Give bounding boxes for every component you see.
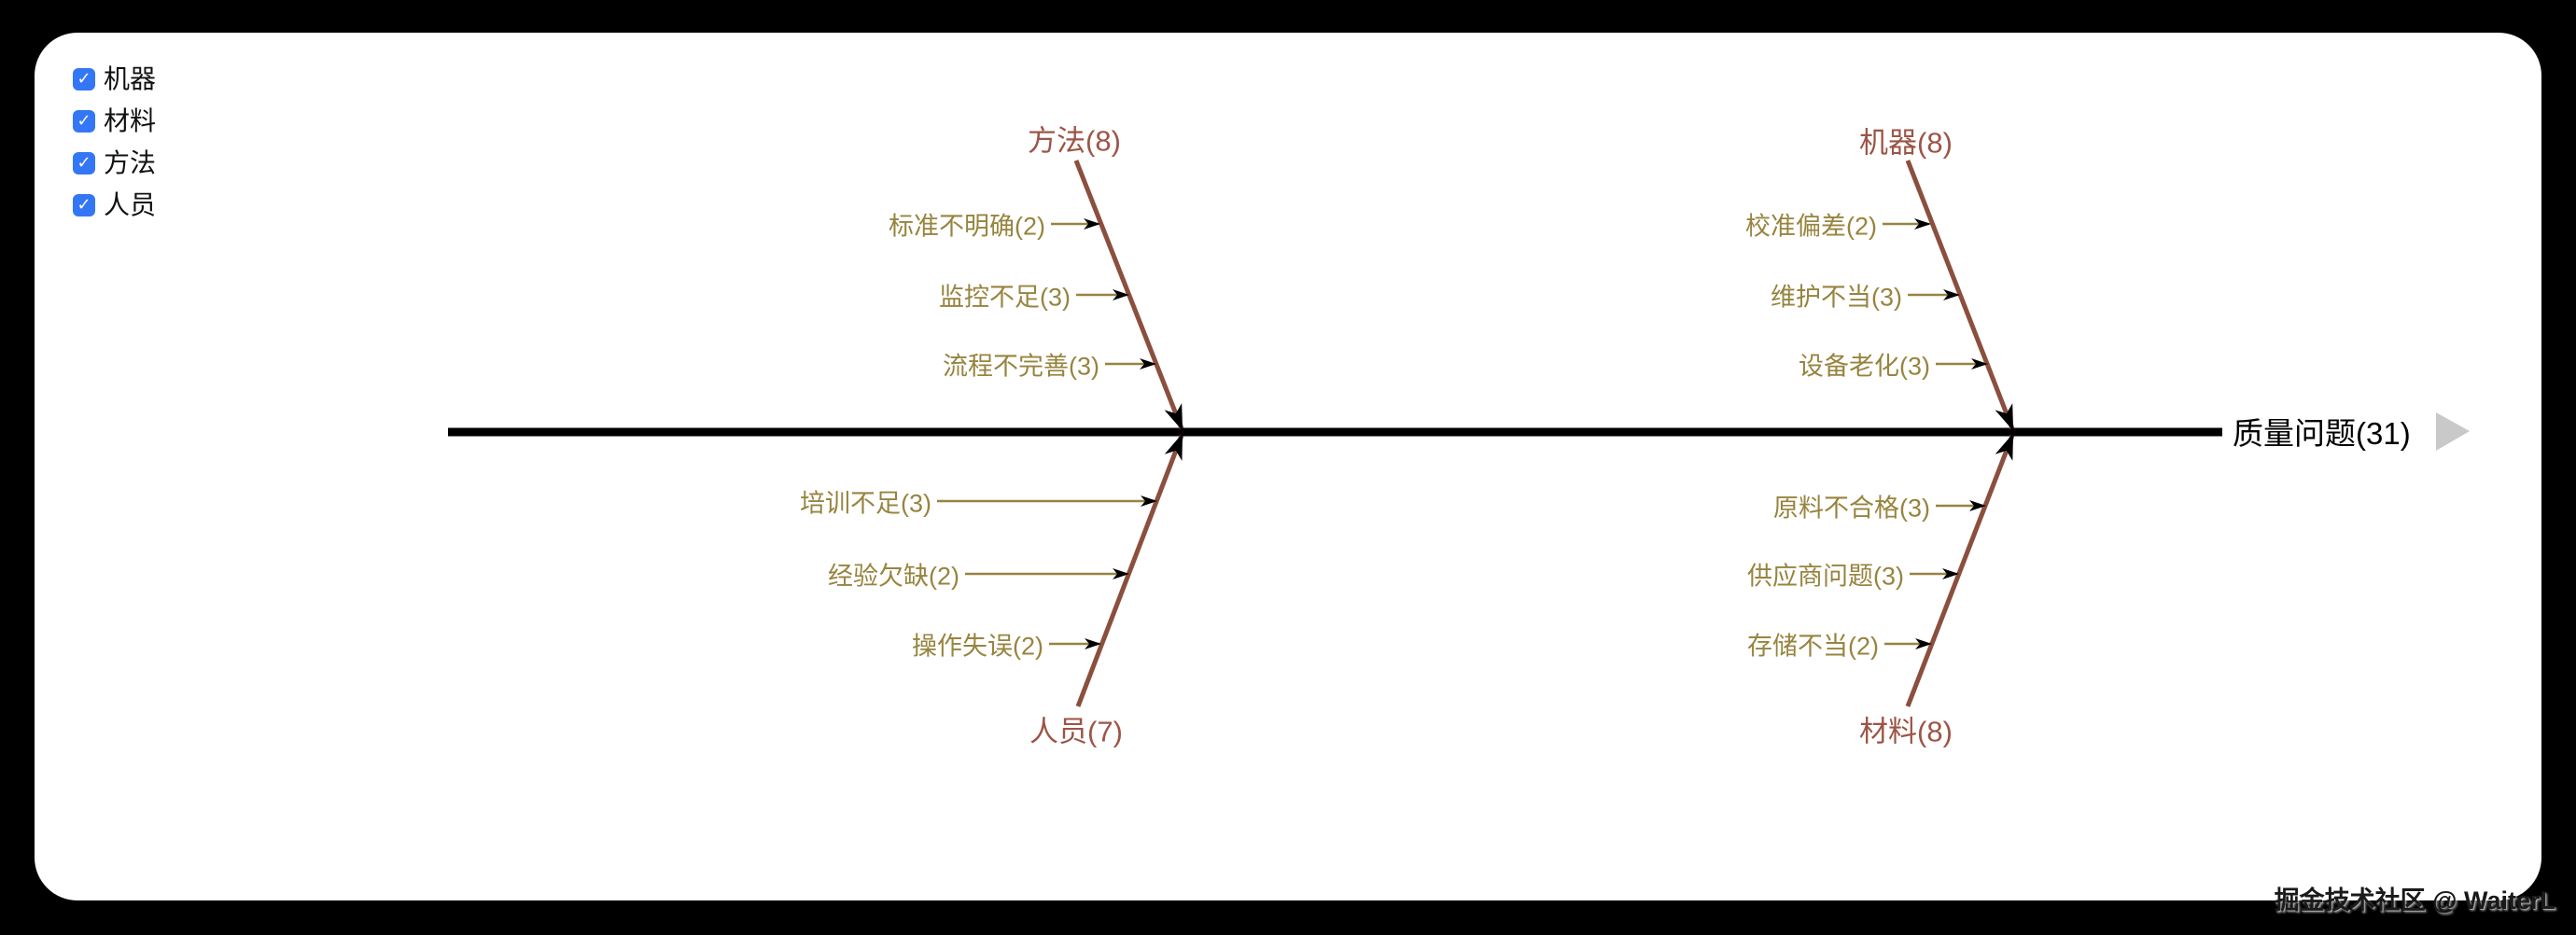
cause-label: 操作失误(2) — [912, 632, 1043, 661]
branch-line-machine — [1905, 160, 2015, 431]
category-label-person: 人员(7) — [1029, 715, 1123, 748]
legend-item-label: 人员 — [104, 190, 157, 219]
cause-label: 培训不足(3) — [800, 489, 931, 518]
cause-label: 设备老化(3) — [1799, 352, 1930, 381]
cause-label: 标准不明确(2) — [889, 212, 1045, 241]
checkmark-icon: ✓ — [77, 68, 91, 88]
branch-line-person — [1075, 433, 1184, 707]
checkbox-person[interactable]: ✓ — [73, 193, 95, 216]
legend-item-method[interactable]: ✓ 方法 — [73, 147, 156, 178]
watermark: 掘金技术社区 @ WaiterL — [2274, 886, 2555, 914]
legend: ✓ 机器 ✓ 材料 ✓ 方法 ✓ 人员 — [73, 63, 156, 231]
cause-label: 监控不足(3) — [939, 283, 1071, 312]
effect-label: 质量问题(31) — [2233, 416, 2411, 451]
cause-label: 经验欠缺(2) — [828, 562, 959, 591]
category-label-method: 方法(8) — [1028, 124, 1121, 158]
checkbox-method[interactable]: ✓ — [73, 151, 95, 174]
cause-label: 校准偏差(2) — [1745, 212, 1877, 241]
category-label-machine: 机器(8) — [1859, 126, 1953, 160]
legend-item-label: 材料 — [104, 106, 157, 135]
legend-item-machine[interactable]: ✓ 机器 — [73, 63, 156, 94]
legend-item-label: 机器 — [104, 64, 157, 93]
play-button[interactable] — [2432, 409, 2477, 455]
diagram-panel — [35, 33, 2541, 900]
cause-label: 流程不完善(3) — [943, 352, 1099, 381]
checkbox-machine[interactable]: ✓ — [73, 67, 95, 91]
cause-label: 原料不合格(3) — [1773, 494, 1930, 523]
legend-item-person[interactable]: ✓ 人员 — [73, 189, 156, 220]
category-label-material: 材料(8) — [1859, 715, 1953, 748]
checkmark-icon: ✓ — [77, 110, 91, 130]
legend-item-label: 方法 — [104, 148, 157, 177]
play-icon — [2436, 412, 2470, 451]
cause-label: 存储不当(2) — [1747, 632, 1879, 661]
checkmark-icon: ✓ — [77, 194, 91, 214]
legend-item-material[interactable]: ✓ 材料 — [73, 105, 156, 136]
checkmark-icon: ✓ — [77, 152, 91, 172]
branch-line-material — [1905, 433, 2015, 707]
checkbox-material[interactable]: ✓ — [73, 109, 95, 133]
cause-label: 维护不当(3) — [1771, 283, 1902, 312]
cause-label: 供应商问题(3) — [1747, 562, 1904, 591]
